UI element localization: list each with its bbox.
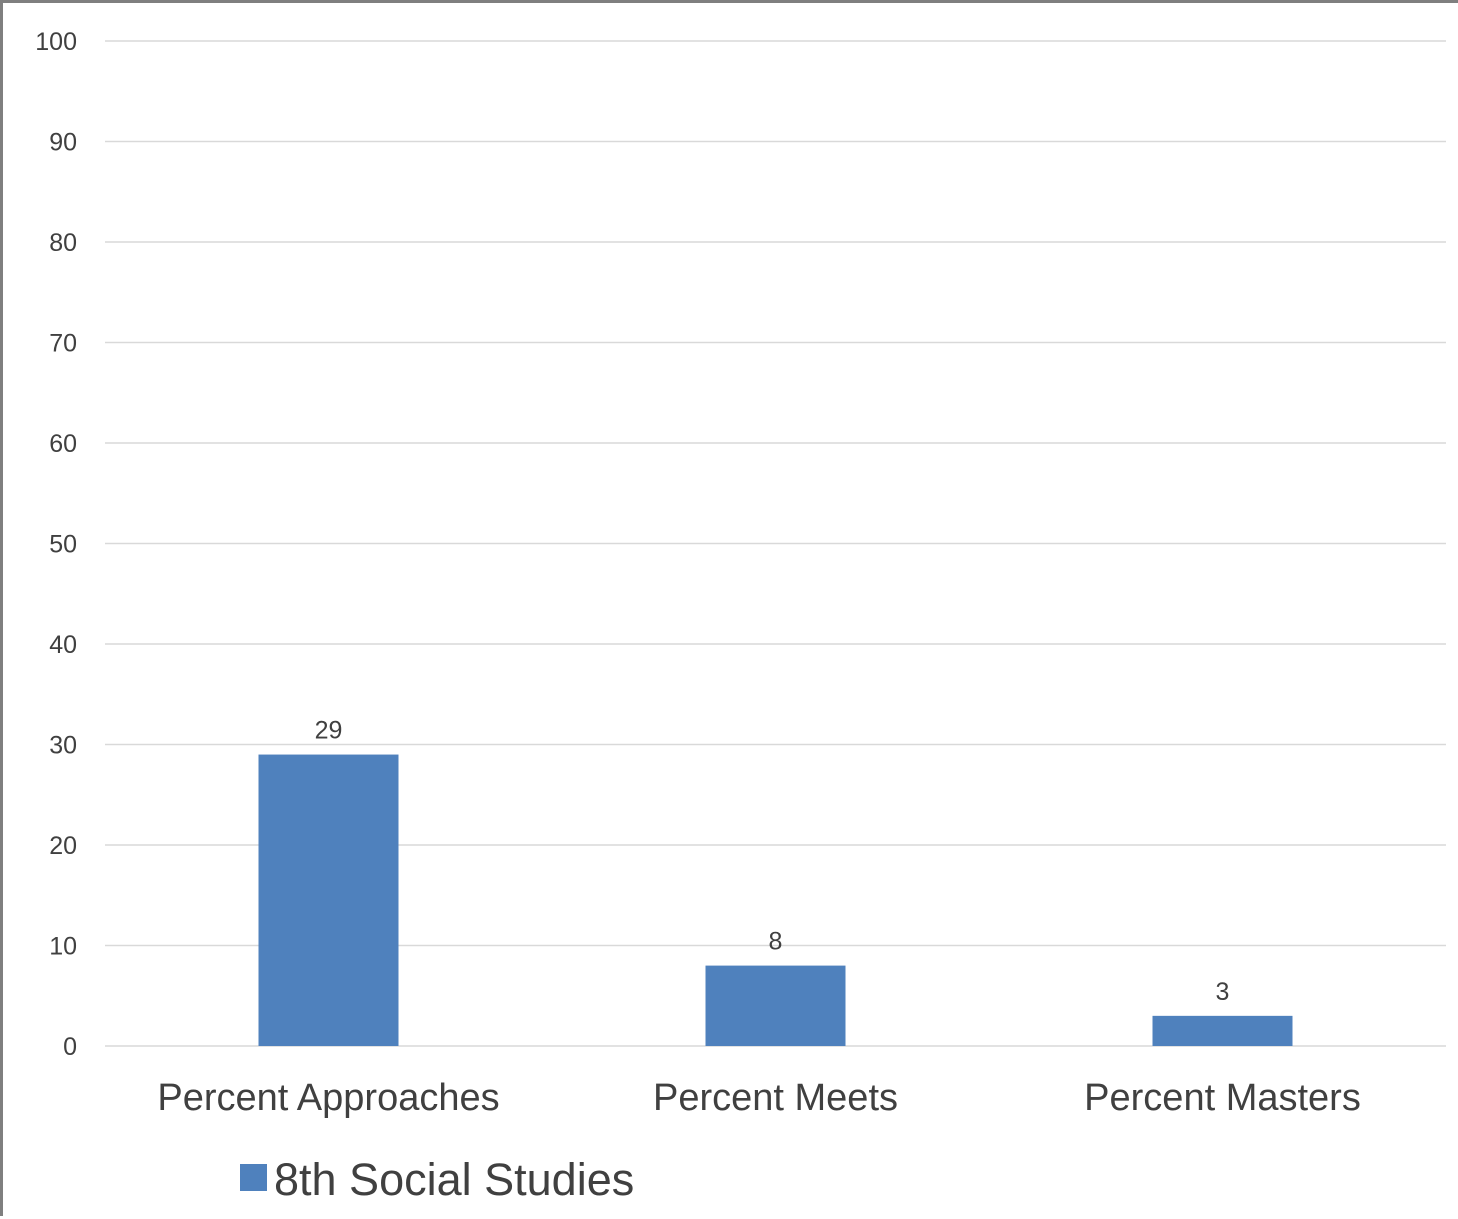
legend-swatch — [240, 1164, 267, 1191]
y-tick-label: 90 — [49, 129, 77, 157]
bar-percent-approaches — [258, 754, 399, 1046]
x-category-label: Percent Masters — [1084, 1077, 1361, 1119]
legend: 8th Social Studies — [240, 1154, 634, 1205]
bar-chart: 0 10 20 30 40 50 60 70 80 90 100 29 8 3 Percent Appr… — [35, 28, 1446, 1205]
y-tick-label: 60 — [49, 430, 77, 458]
data-labels: 29 8 3 — [315, 717, 1230, 1006]
data-label: 29 — [315, 717, 343, 745]
bar-percent-meets — [705, 965, 846, 1046]
y-tick-label: 100 — [35, 28, 77, 56]
x-category-label: Percent Meets — [653, 1077, 898, 1119]
y-tick-label: 70 — [49, 330, 77, 358]
x-category-label: Percent Approaches — [157, 1077, 499, 1119]
data-label: 8 — [769, 928, 783, 956]
y-tick-label: 10 — [49, 933, 77, 961]
y-tick-label: 40 — [49, 631, 77, 659]
legend-label: 8th Social Studies — [274, 1154, 634, 1205]
y-axis-ticks: 0 10 20 30 40 50 60 70 80 90 100 — [35, 28, 77, 1061]
y-tick-label: 50 — [49, 531, 77, 559]
y-tick-label: 0 — [63, 1033, 77, 1061]
y-tick-label: 80 — [49, 229, 77, 257]
bars — [258, 754, 1293, 1046]
x-axis-categories: Percent Approaches Percent Meets Percent M… — [157, 1077, 1360, 1119]
y-tick-label: 20 — [49, 832, 77, 860]
bar-percent-masters — [1152, 1015, 1293, 1046]
data-label: 3 — [1216, 978, 1230, 1006]
y-tick-label: 30 — [49, 732, 77, 760]
